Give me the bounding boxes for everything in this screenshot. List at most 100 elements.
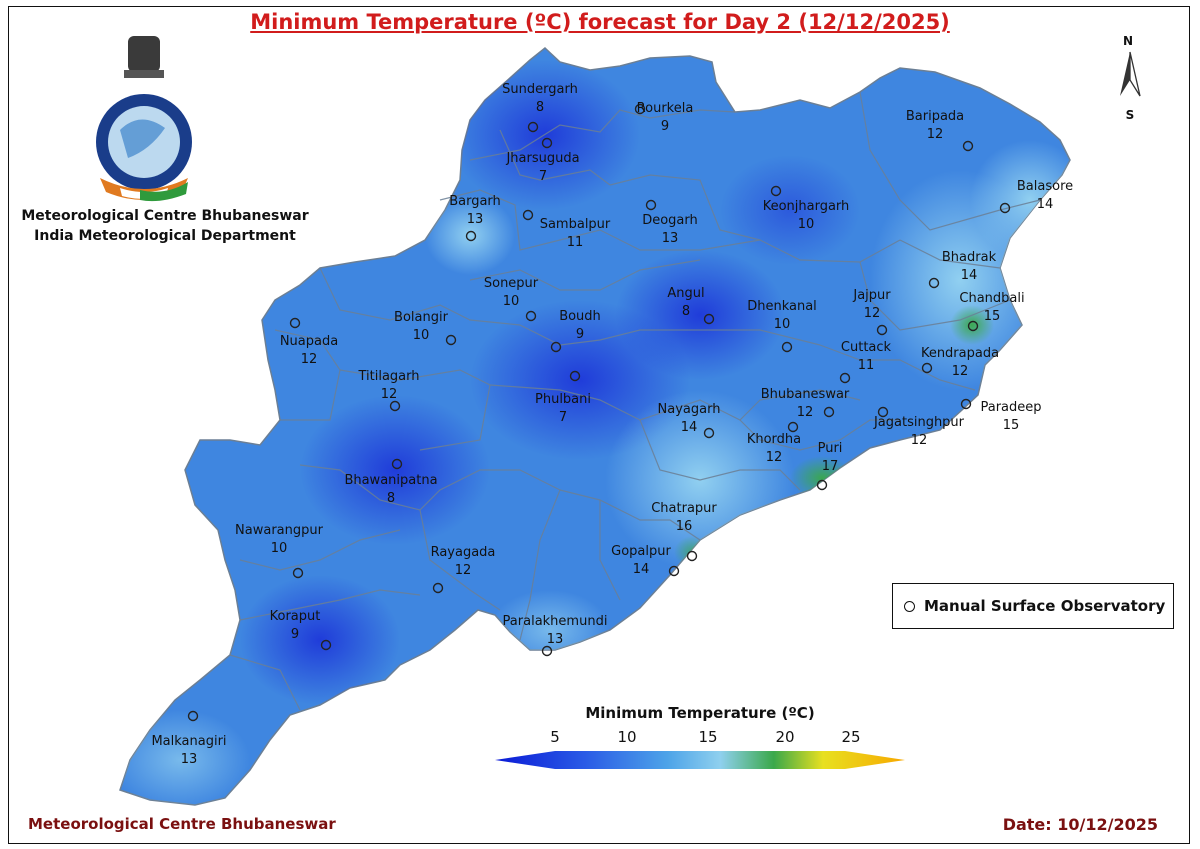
observatory-marker-icon [877,406,889,418]
observatory-marker-icon [668,565,680,577]
station-name: Sonepur [484,276,539,291]
station-rourkela: Rourkela 9 [634,101,693,134]
observatory-marker-icon [686,550,698,562]
station-name: Titilagarh [357,369,419,384]
station-name: Nayagarh [658,402,721,417]
station-value: 7 [559,410,567,425]
station-value: 12 [927,127,944,142]
station-name: Bhadrak [942,250,997,265]
map-frame [8,6,1190,844]
org-department: India Meteorological Department [34,228,296,244]
station-name: Nuapada [280,334,338,349]
station-value: 12 [911,433,928,448]
station-name: Malkanagiri [151,734,226,749]
observatory-marker-icon [522,209,534,221]
station-baripada: Baripada 12 [906,109,974,152]
station-name: Boudh [559,309,601,324]
station-malkanagiri: Malkanagiri 13 [151,710,227,767]
station-value: 10 [798,217,815,232]
station-value: 11 [858,358,875,373]
station-kendrapada: Kendrapada 12 [921,346,999,379]
station-koraput: Koraput 9 [270,609,332,651]
observatory-symbol-icon [904,600,915,612]
observatory-marker-icon [999,202,1011,214]
station-angul: Angul 8 [667,286,715,325]
station-name: Kendrapada [921,346,999,361]
station-paralakhemundi: Paralakhemundi 13 [503,614,607,657]
observatory-marker-icon [921,362,933,374]
station-name: Deogarh [642,213,698,228]
station-value: 12 [301,352,318,367]
observatory-marker-icon [289,317,301,329]
observatory-marker-icon [389,400,401,412]
station-bolangir: Bolangir 10 [394,310,457,346]
station-name: Balasore [1017,179,1073,194]
station-khordha: Khordha 12 [747,421,801,465]
station-gopalpur: Gopalpur 14 [611,544,680,577]
observatory-marker-icon [823,406,835,418]
station-titilagarh: Titilagarh 12 [357,369,420,412]
observatory-marker-icon [645,199,657,211]
station-name: Paradeep [980,400,1041,415]
station-name: Bolangir [394,310,449,325]
station-paradeep: Paradeep 15 [960,398,1042,433]
south-letter: S [1126,108,1135,122]
station-name: Phulbani [535,392,591,407]
observatory-marker-icon [787,421,799,433]
station-name: Gopalpur [611,544,671,559]
station-value: 9 [661,119,669,134]
station-jharsuguda: Jharsuguda 7 [505,137,580,184]
station-keonjhargarh: Keonjhargarh 10 [763,185,849,232]
station-value: 12 [952,364,969,379]
station-name: Koraput [270,609,321,624]
station-value: 10 [413,328,430,343]
legend-box: Manual Surface Observatory [892,583,1174,629]
station-phulbani: Phulbani 7 [535,370,591,425]
station-bhawanipatna: Bhawanipatna 8 [344,458,438,506]
observatory-marker-icon [781,341,793,353]
station-value: 10 [271,541,288,556]
observatory-marker-icon [187,710,199,722]
colorbar-tick: 10 [617,728,637,746]
station-value: 7 [539,169,547,184]
station-name: Jajpur [852,288,891,303]
station-value: 12 [797,405,814,420]
observatory-marker-icon [525,310,537,322]
station-name: Rayagada [431,545,496,560]
observatory-marker-icon [876,324,888,336]
station-nuapada: Nuapada 12 [280,317,338,367]
observatory-marker-icon [320,639,332,651]
observatory-marker-icon [292,567,304,579]
station-bargarh: Bargarh 13 [449,194,501,242]
station-chatrapur: Chatrapur 16 [651,501,717,562]
station-name: Puri [818,441,843,456]
station-sonepur: Sonepur 10 [484,276,539,322]
station-value: 10 [774,317,791,332]
station-name: Angul [667,286,704,301]
imd-emblem-icon [96,36,192,202]
station-balasore: Balasore 14 [999,179,1073,214]
station-value: 14 [1037,197,1054,212]
station-sambalpur: Sambalpur 11 [522,209,611,250]
observatory-marker-icon [960,398,972,410]
station-value: 8 [536,100,544,115]
north-arrow-icon: N S [1120,34,1141,122]
station-name: Bhubaneswar [761,387,850,402]
station-value: 8 [387,491,395,506]
station-value: 12 [455,563,472,578]
station-bhubaneswar: Bhubaneswar 12 [761,387,850,420]
observatory-marker-icon [541,137,553,149]
station-value: 13 [467,212,484,227]
station-chandbali: Chandbali 15 [959,291,1025,332]
station-dhenkanal: Dhenkanal 10 [747,299,817,353]
observatory-marker-icon [432,582,444,594]
station-value: 11 [567,235,584,250]
observatory-marker-icon [967,320,979,332]
station-name: Khordha [747,432,801,447]
colorbar-tick: 25 [841,728,861,746]
observatory-marker-icon [541,645,553,657]
station-name: Bhawanipatna [344,473,437,488]
station-value: 14 [681,420,698,435]
stations-layer: Sundergarh 8 Rourkela 9 Jharsuguda 7 Baripada 1… [151,82,1073,767]
